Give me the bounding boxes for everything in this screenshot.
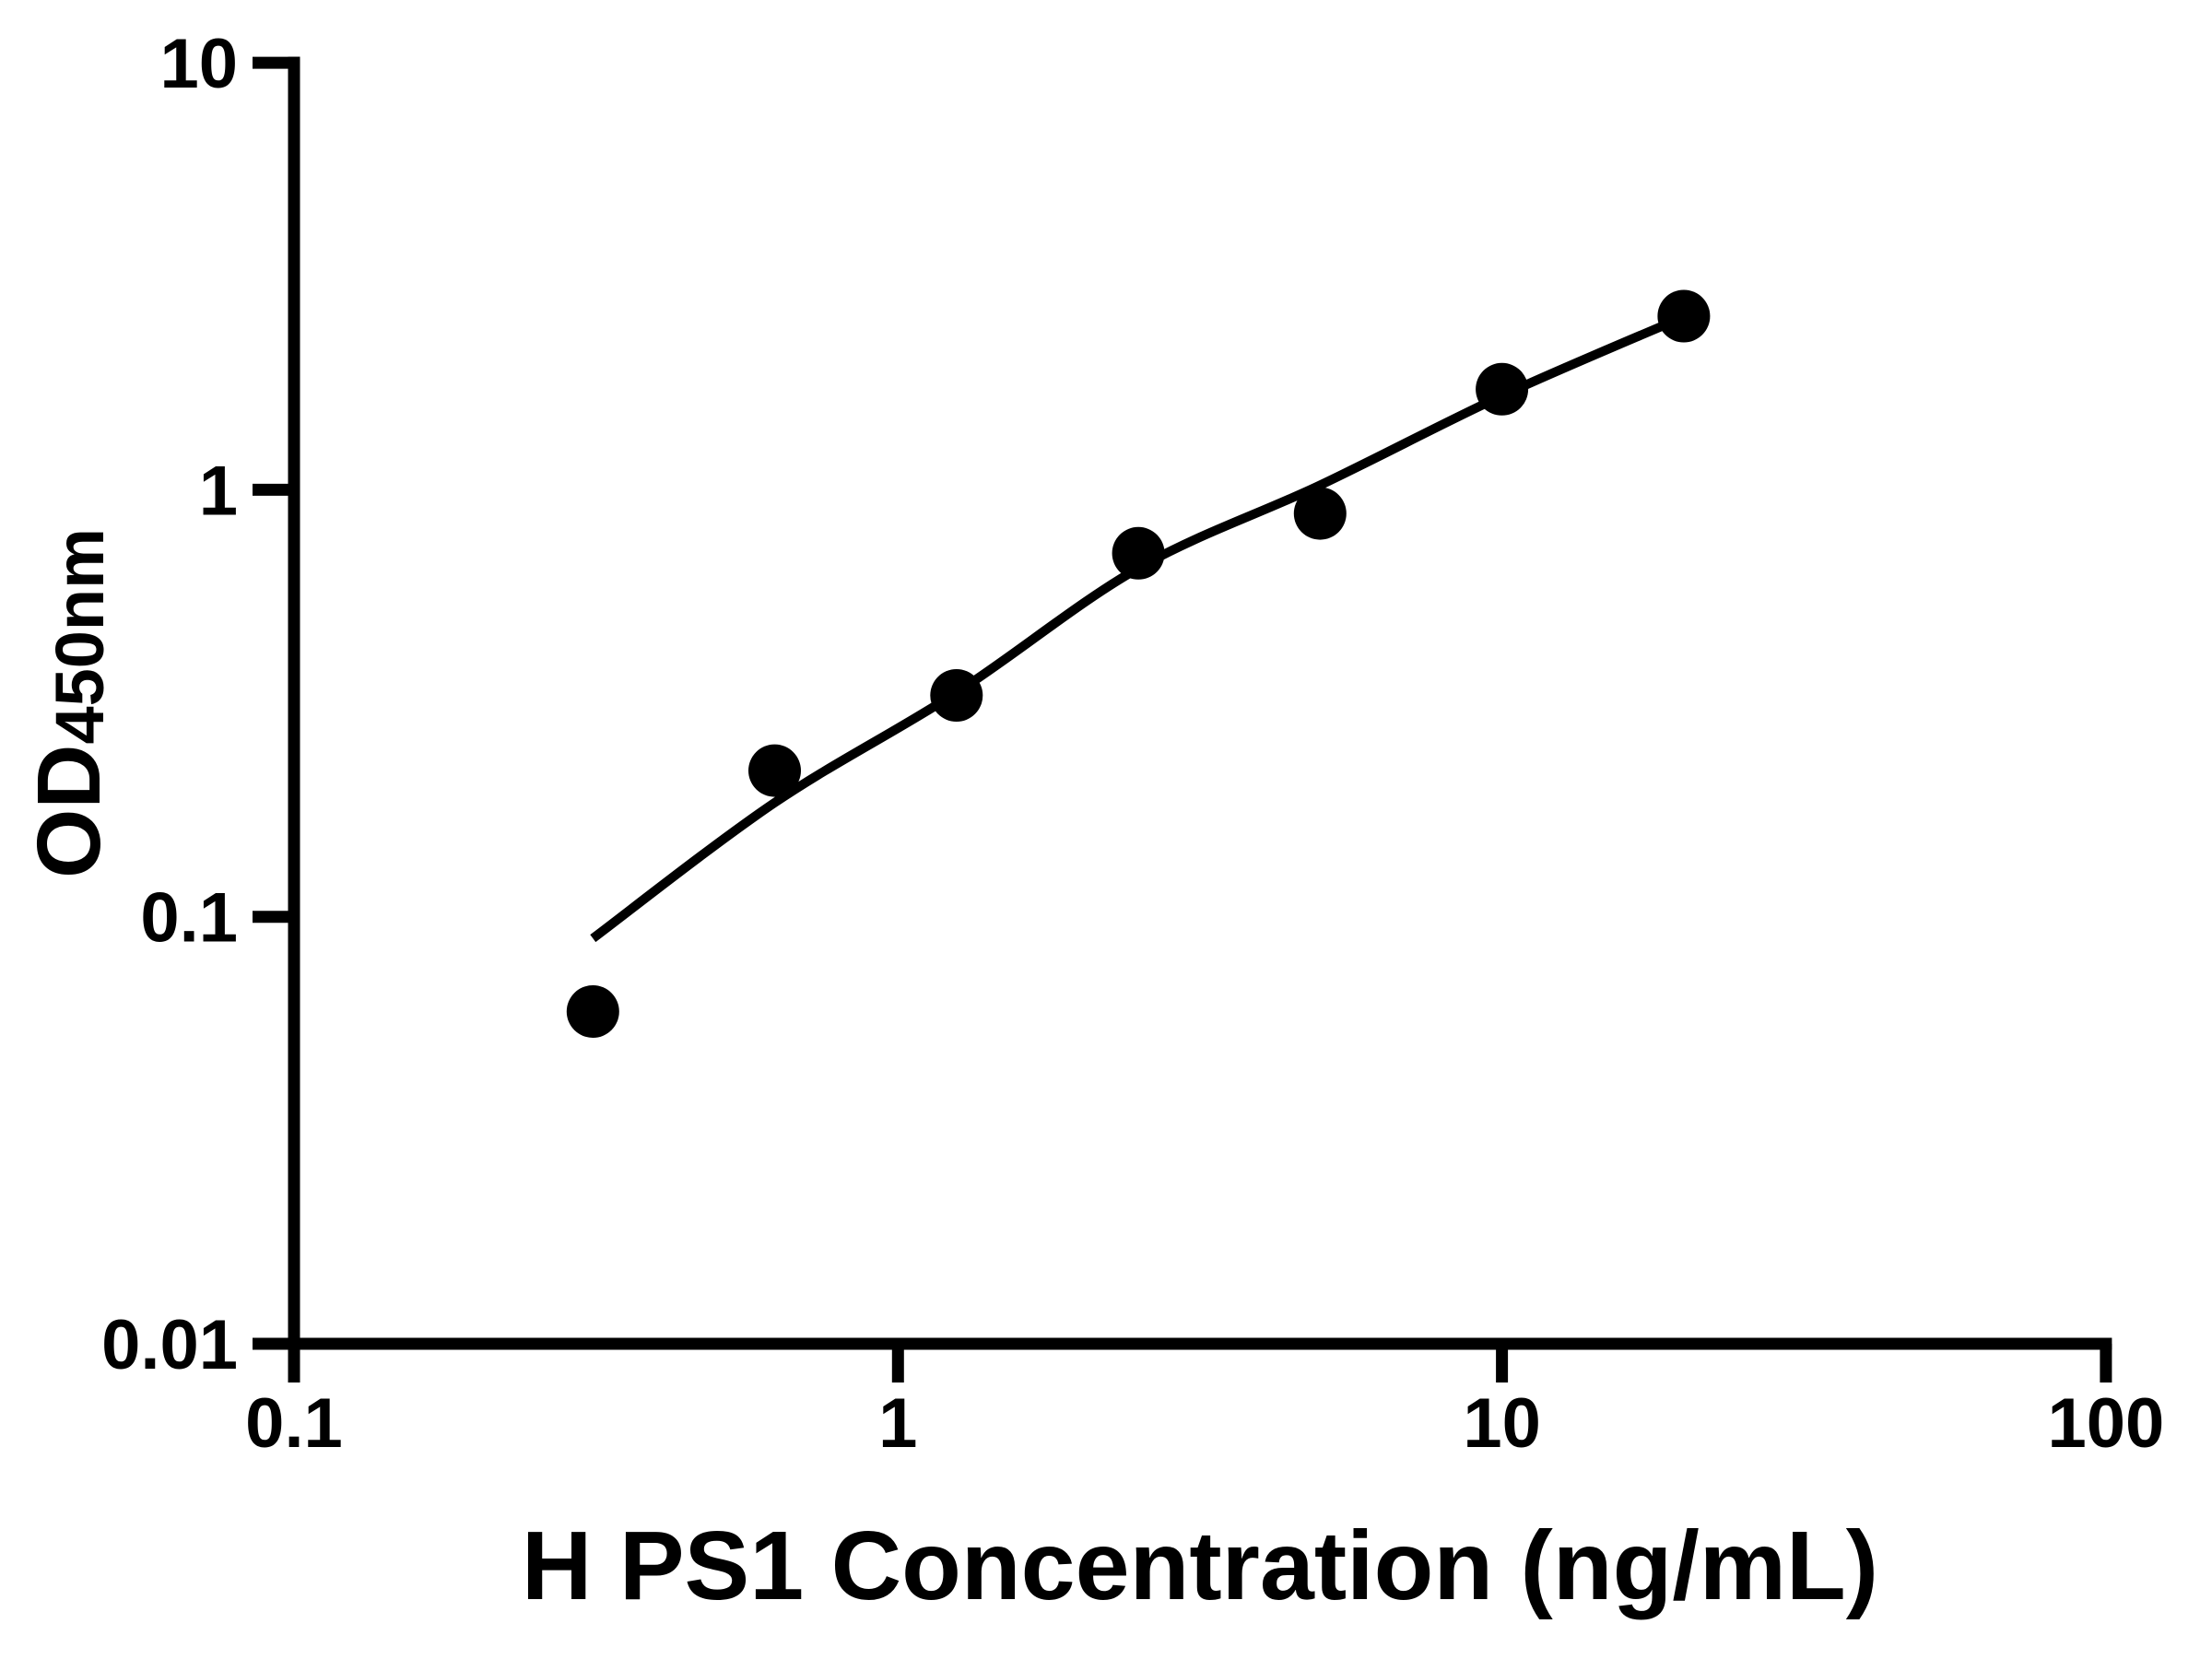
data-point <box>1476 362 1529 416</box>
y-tick-label: 1 <box>199 452 238 530</box>
x-tick-label: 1 <box>878 1384 917 1463</box>
data-point <box>1293 487 1347 540</box>
y-tick-label: 10 <box>159 25 238 103</box>
y-axis-title-sub: 450nm <box>41 528 118 744</box>
x-tick-label: 100 <box>2047 1384 2164 1463</box>
y-tick-label: 0.01 <box>101 1306 238 1384</box>
x-tick-label: 0.1 <box>245 1384 343 1463</box>
data-point <box>748 744 801 797</box>
data-point <box>566 985 619 1038</box>
y-axis-title-main: OD <box>18 745 119 879</box>
x-tick-label: 10 <box>1463 1384 1541 1463</box>
fit-curve <box>590 312 1686 943</box>
x-axis-title: H PS1 Concentration (ng/mL) <box>522 1512 1878 1620</box>
data-point <box>1657 289 1711 343</box>
data-point <box>930 669 983 722</box>
y-tick-label: 0.1 <box>140 879 238 958</box>
y-axis-title: OD450nm <box>18 528 119 878</box>
data-point <box>1112 526 1165 580</box>
